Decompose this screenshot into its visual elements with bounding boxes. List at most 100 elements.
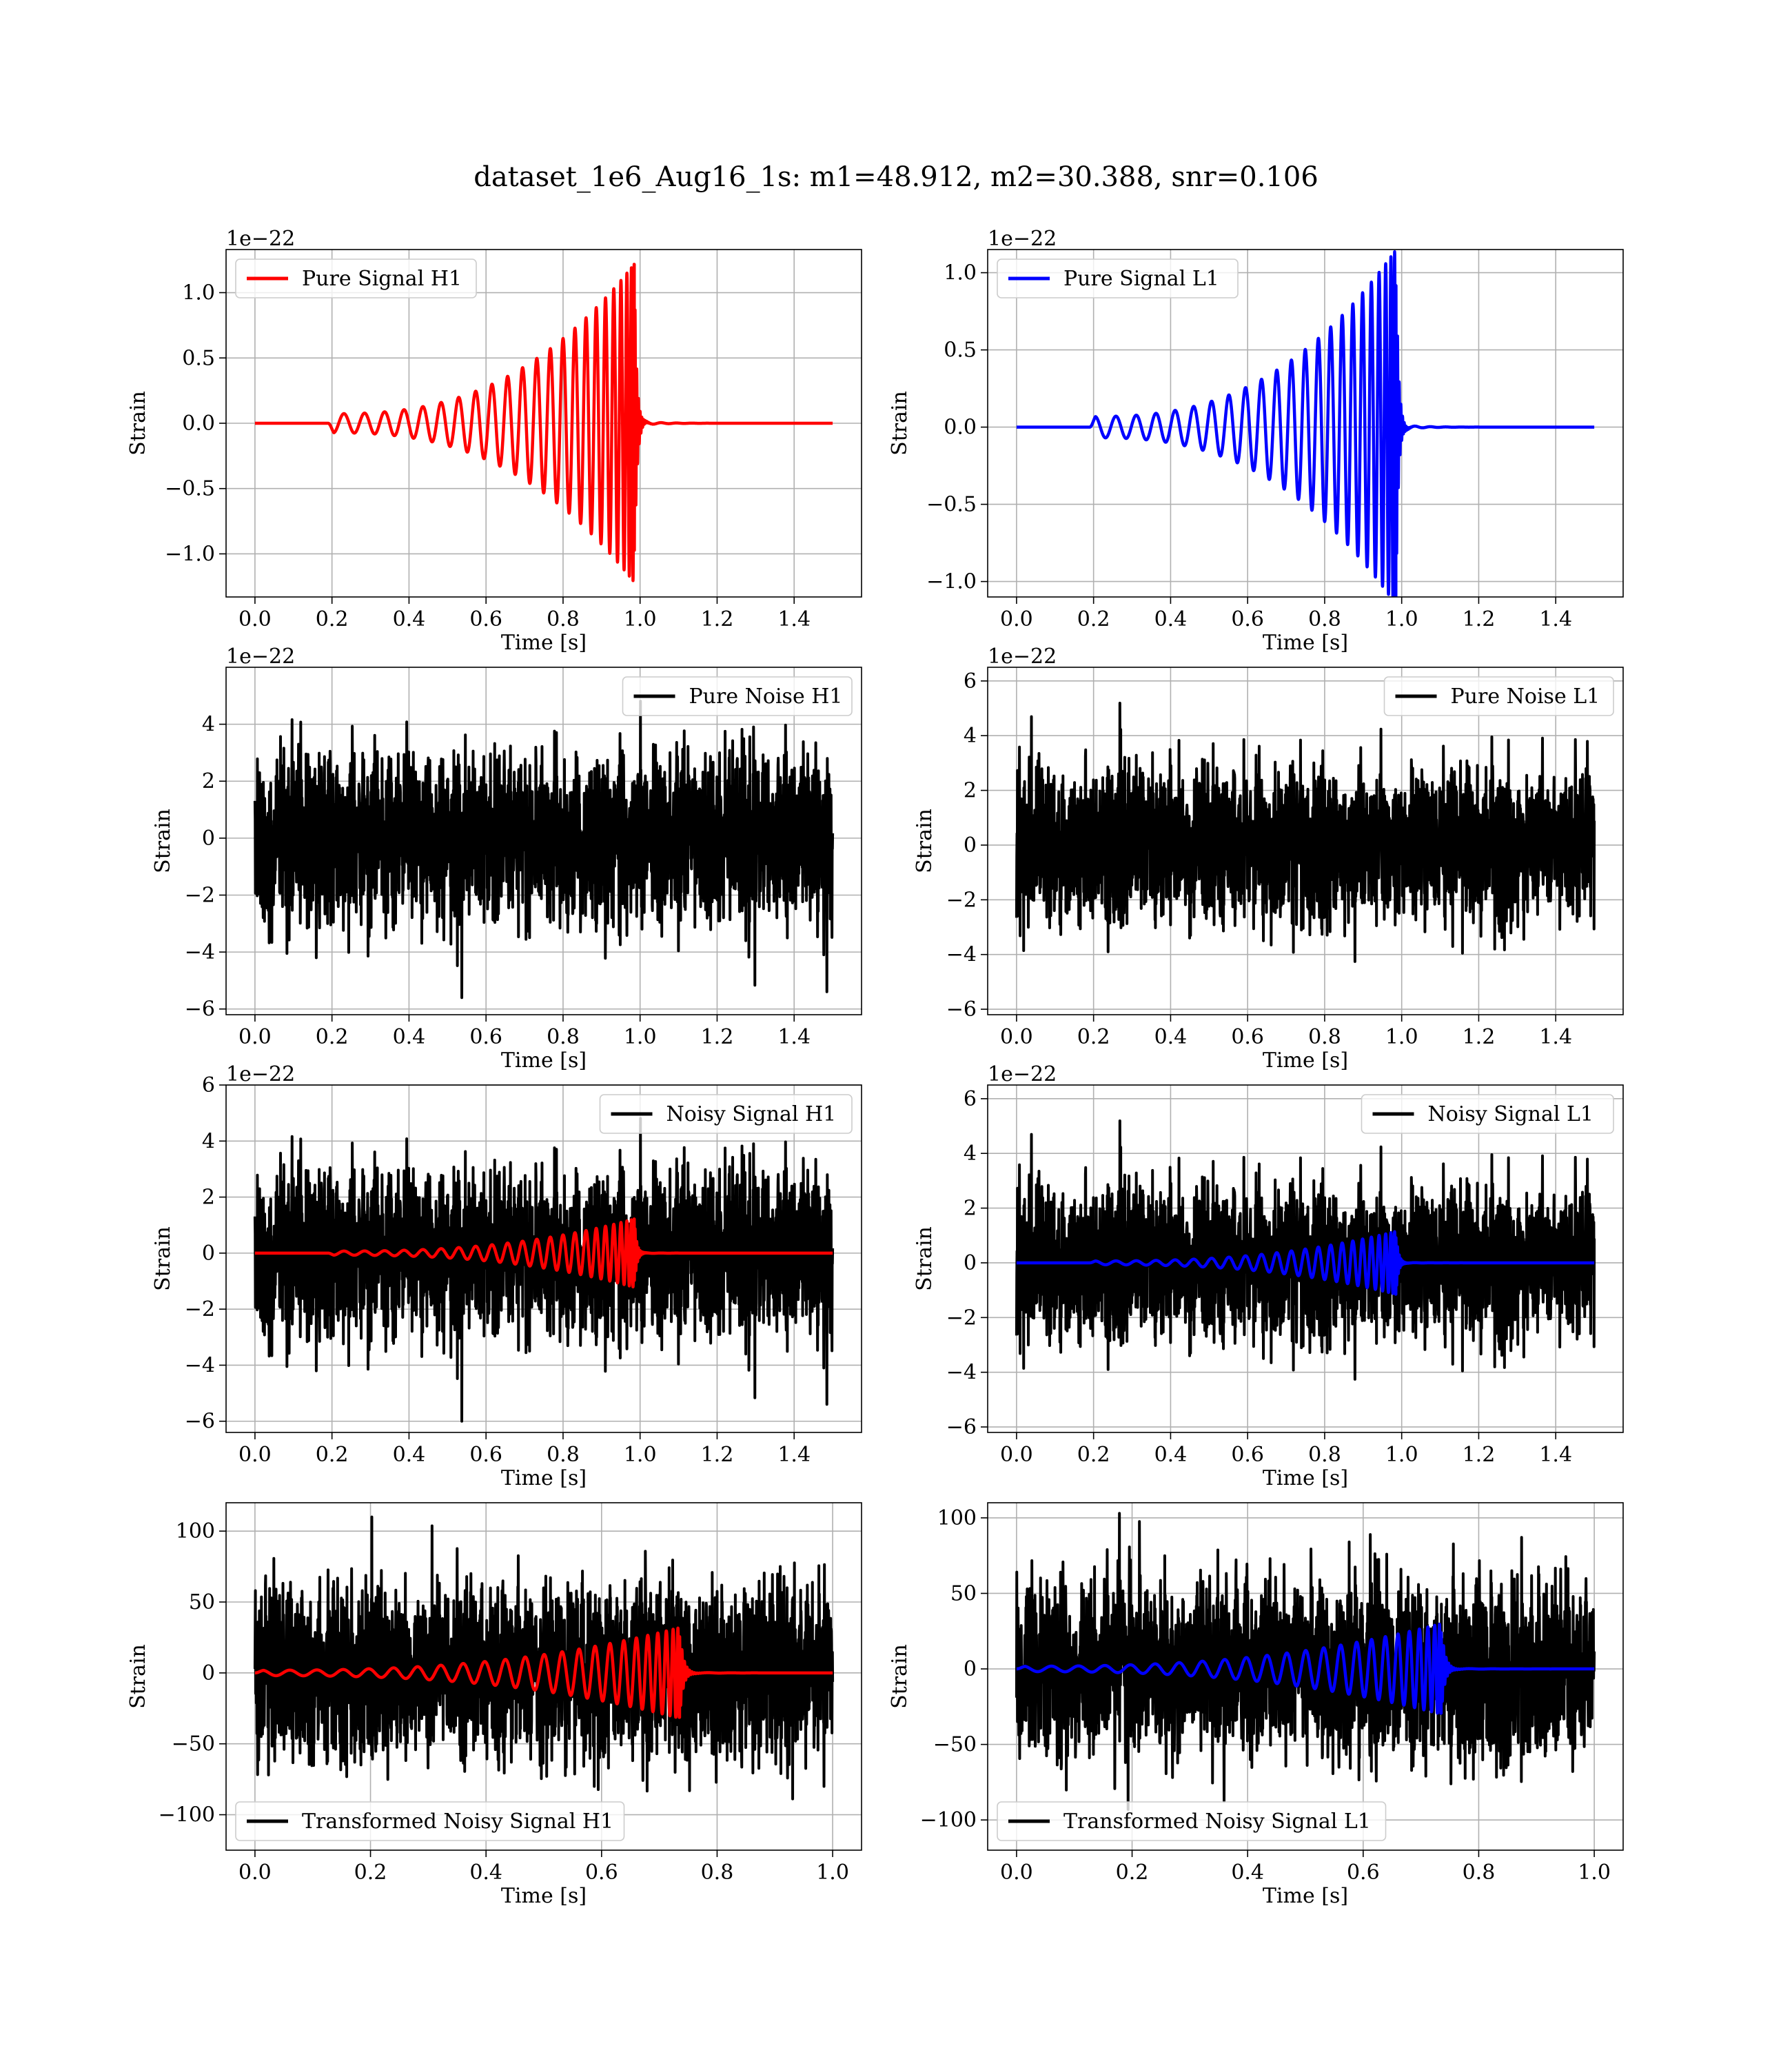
legend: Pure Signal L1	[997, 258, 1239, 298]
x-tick-label: 0.2	[316, 1443, 349, 1467]
y-tick-label: −4	[185, 940, 215, 964]
legend-box	[622, 676, 853, 716]
y-offset-label: 1e−22	[988, 1062, 1057, 1086]
x-tick-label: 0.6	[1231, 1025, 1264, 1049]
x-axis-label: Time [s]	[501, 631, 587, 655]
x-tick-label: 0.8	[701, 1861, 734, 1885]
y-tick-label: −2	[946, 1306, 977, 1330]
y-axis-label: Strain	[888, 391, 912, 456]
y-axis-label: Strain	[126, 391, 150, 456]
x-tick-label: 0.8	[547, 1443, 580, 1467]
x-tick-label: 0.0	[1000, 1025, 1033, 1049]
x-tick-label: 0.0	[1000, 1443, 1033, 1467]
x-tick-label: 1.2	[701, 607, 734, 631]
series-group	[253, 700, 835, 1000]
axes-frame	[987, 667, 1624, 1015]
y-tick-label: 0	[964, 1251, 977, 1275]
y-tick-label: −6	[185, 1410, 215, 1434]
legend-box	[235, 1801, 625, 1841]
y-axis-label: Strain	[913, 1226, 937, 1291]
subplot-row2-left: 0.0 0.2 0.4 0.6 0.8 1.0 1.2 1.4 −6 −4 −2 0 2 4 Time [s…	[151, 645, 862, 1073]
x-axis-label: Time [s]	[1263, 1466, 1348, 1490]
y-tick-label: 6	[202, 1073, 215, 1097]
x-tick-label: 0.0	[238, 1861, 272, 1885]
x-tick-label: 1.0	[1385, 1443, 1418, 1467]
y-tick-label: 6	[964, 669, 977, 693]
y-offset-label: 1e−22	[988, 645, 1057, 669]
x-tick-label: 1.2	[701, 1443, 734, 1467]
series-line-noise-0	[253, 1117, 835, 1423]
x-axis-label: Time [s]	[501, 1048, 587, 1073]
subplot-row1-right: 0.0 0.2 0.4 0.6 0.8 1.0 1.2 1.4 −1.0 −0.5 0.0 0.5 1.…	[888, 227, 1624, 655]
subplot-row4-right: 0.0 0.2 0.4 0.6 0.8 1.0 −100 −50 0 50 100 Time [s] S…	[888, 1502, 1624, 1908]
x-tick-label: 1.4	[777, 1443, 811, 1467]
legend: Transformed Noisy Signal H1	[235, 1801, 625, 1841]
y-tick-label: −100	[920, 1808, 977, 1832]
x-tick-label: 0.2	[354, 1861, 387, 1885]
legend: Pure Signal H1	[235, 258, 477, 298]
y-tick-label: 0.0	[182, 412, 215, 436]
x-tick-label: 1.2	[1463, 1443, 1496, 1467]
x-tick-label: 0.0	[238, 1443, 272, 1467]
legend-label: Pure Noise H1	[689, 685, 843, 709]
axes-frame	[987, 1084, 1624, 1433]
y-tick-label: 0	[202, 1661, 215, 1685]
y-tick-label: 0	[202, 827, 215, 851]
legend-box	[997, 1801, 1387, 1841]
subplot-row3-right: 0.0 0.2 0.4 0.6 0.8 1.0 1.2 1.4 −6 −4 −2 0 2 4 6 Time […	[913, 1062, 1624, 1490]
y-tick-label: 4	[964, 1142, 977, 1166]
x-tick-label: 0.6	[469, 1025, 502, 1049]
y-tick-label: 0	[964, 1657, 977, 1681]
y-tick-label: −0.5	[926, 493, 977, 517]
x-tick-label: 1.4	[1539, 1025, 1572, 1049]
legend-label: Pure Noise L1	[1451, 685, 1600, 709]
x-tick-label: 0.2	[316, 607, 349, 631]
series-group	[1015, 1119, 1596, 1381]
legend-label: Pure Signal H1	[302, 267, 462, 291]
y-tick-label: 0	[202, 1241, 215, 1266]
x-axis-label: Time [s]	[501, 1884, 587, 1908]
y-tick-label: −1.0	[165, 542, 215, 566]
x-tick-label: 1.2	[1463, 607, 1496, 631]
x-tick-label: 0.8	[1308, 607, 1341, 631]
series-line-signal-0	[253, 263, 835, 582]
y-tick-label: −100	[159, 1803, 215, 1827]
y-tick-label: 100	[176, 1519, 215, 1543]
x-tick-label: 1.0	[1578, 1861, 1611, 1885]
series-line-signal-1	[1015, 1230, 1596, 1296]
y-offset-label: 1e−22	[988, 227, 1057, 251]
y-tick-label: −1.0	[926, 570, 977, 594]
y-axis-label: Strain	[151, 809, 175, 873]
x-tick-label: 1.0	[1385, 1025, 1418, 1049]
x-tick-label: 1.0	[624, 1025, 657, 1049]
series-line-noise-0	[253, 1515, 835, 1801]
series-group	[253, 263, 835, 582]
x-tick-label: 0.2	[1077, 1025, 1110, 1049]
x-tick-label: 0.8	[1308, 1025, 1341, 1049]
y-offset-label: 1e−22	[226, 645, 295, 669]
x-tick-label: 0.6	[585, 1861, 618, 1885]
y-tick-label: 2	[202, 769, 215, 793]
y-tick-label: 50	[950, 1581, 977, 1605]
y-tick-label: −4	[946, 943, 977, 967]
y-tick-label: 4	[202, 713, 215, 737]
x-tick-label: 0.4	[393, 1025, 426, 1049]
x-tick-label: 0.4	[393, 1443, 426, 1467]
legend: Pure Noise H1	[622, 676, 853, 716]
figure-title: dataset_1e6_Aug16_1s: m1=48.912, m2=30.3…	[474, 161, 1318, 193]
x-tick-label: 0.6	[1347, 1861, 1380, 1885]
legend-label: Pure Signal L1	[1063, 267, 1219, 291]
x-tick-label: 1.2	[701, 1025, 734, 1049]
y-tick-label: 0.0	[944, 416, 977, 440]
x-tick-label: 0.4	[469, 1861, 502, 1885]
x-tick-label: 0.6	[1231, 1443, 1264, 1467]
x-axis-label: Time [s]	[501, 1466, 587, 1490]
series-line-noise-0	[1015, 1119, 1596, 1381]
y-tick-label: −0.5	[165, 477, 215, 501]
y-tick-label: 100	[937, 1506, 977, 1530]
legend: Pure Noise L1	[1383, 676, 1614, 716]
x-tick-label: 0.4	[393, 607, 426, 631]
subplot-row1-left: 0.0 0.2 0.4 0.6 0.8 1.0 1.2 1.4 −1.0 −0.5 0.0 0.5 1.…	[126, 227, 862, 655]
series-line-noise-0	[1015, 701, 1596, 963]
y-tick-label: −6	[946, 1415, 977, 1439]
